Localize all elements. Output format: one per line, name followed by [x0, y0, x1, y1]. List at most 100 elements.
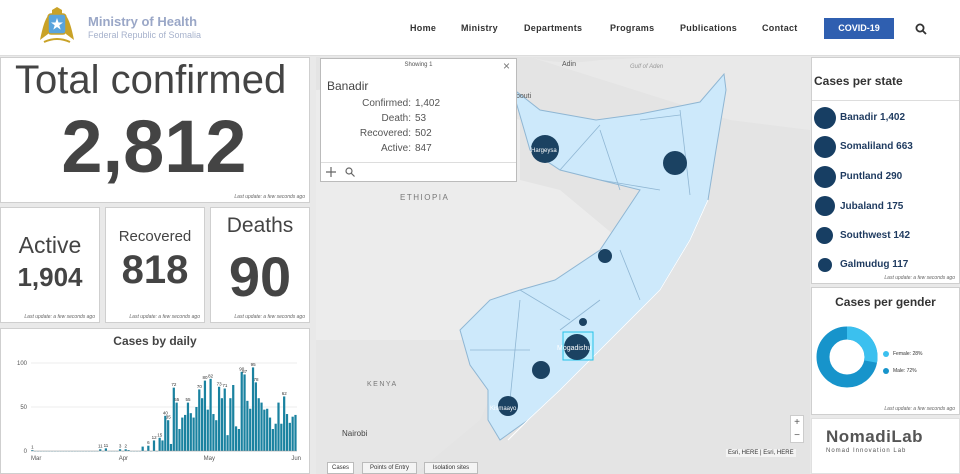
- data-label: 1: [31, 445, 34, 450]
- state-item-galmudug[interactable]: Galmudug 117: [840, 259, 908, 270]
- deaths-card: Deaths 90 Last update: a few seconds ago: [210, 207, 310, 323]
- data-label: 55: [186, 397, 192, 402]
- state-name: Southwest: [840, 230, 891, 241]
- active-card: Active 1,904 Last update: a few seconds …: [0, 207, 100, 323]
- state-name: Somaliland: [840, 141, 894, 152]
- coat-of-arms-logo[interactable]: [34, 6, 80, 48]
- chart-bar: [285, 414, 289, 451]
- gender-donut-chart[interactable]: [815, 325, 879, 389]
- nav-home[interactable]: Home: [410, 23, 437, 33]
- popup-title: Banadir: [327, 79, 369, 93]
- chart-bar: [237, 429, 241, 451]
- nav-publications[interactable]: Publications: [680, 23, 738, 33]
- cases-per-state-panel: Cases per state Last update: a few secon…: [811, 57, 960, 284]
- chart-bar: [271, 429, 274, 451]
- chart-bar: [147, 445, 150, 451]
- popup-recovered-value: 502: [415, 128, 432, 139]
- chart-bar: [283, 396, 286, 451]
- last-update-text: Last update: a few seconds ago: [884, 406, 955, 412]
- data-label: 78: [253, 377, 259, 382]
- chart-title: Cases by daily: [113, 334, 197, 348]
- chart-bar: [31, 450, 34, 451]
- popup-active-value: 847: [415, 143, 432, 154]
- covid-19-button[interactable]: COVID-19: [824, 18, 894, 39]
- pan-icon[interactable]: [326, 167, 336, 177]
- chart-bar: [268, 417, 272, 451]
- state-dot: [814, 166, 836, 188]
- close-icon[interactable]: ×: [502, 59, 510, 73]
- map-popup: Showing 1 × Banadir Confirmed: 1,402 Dea…: [320, 58, 517, 182]
- popup-confirmed-label: Confirmed:: [362, 98, 411, 109]
- data-label: 71: [222, 383, 228, 388]
- female-slice[interactable]: [816, 326, 878, 388]
- state-name: Banadir: [840, 112, 878, 123]
- state-dot: [816, 227, 833, 244]
- state-value: 142: [893, 230, 911, 241]
- search-icon[interactable]: [914, 22, 928, 36]
- chart-bar: [198, 389, 201, 451]
- chart-bar: [203, 380, 207, 451]
- nomadilab-tagline: Nomad Innovation Lab: [826, 448, 907, 454]
- zoom-out-button[interactable]: −: [794, 430, 800, 441]
- chart-bar: [206, 409, 209, 451]
- nav-contact[interactable]: Contact: [762, 23, 798, 33]
- nav-departments[interactable]: Departments: [524, 23, 583, 33]
- map-label-gulf: Gulf of Aden: [630, 64, 664, 70]
- recovered-card: Recovered 818 Last update: a few seconds…: [105, 207, 205, 323]
- x-tick-label: Mar: [31, 456, 41, 462]
- state-item-southwest[interactable]: Southwest 142: [840, 230, 910, 241]
- state-dot: [815, 196, 835, 216]
- data-label: 87: [242, 369, 248, 374]
- y-tick-label: 50: [20, 405, 27, 411]
- popup-active-label: Active:: [380, 143, 411, 154]
- zoom-to-icon[interactable]: [345, 167, 355, 177]
- data-label: 35: [166, 415, 172, 420]
- state-value: 290: [885, 171, 903, 182]
- state-item-puntland[interactable]: Puntland 290: [840, 171, 902, 182]
- x-tick-label: Jun: [291, 456, 301, 462]
- chart-bar: [212, 414, 215, 451]
- state-value: 117: [892, 259, 909, 270]
- recovered-value: 818: [121, 248, 189, 292]
- chart-bar: [184, 414, 187, 451]
- total-confirmed-title: Total confirmed: [15, 58, 287, 102]
- chart-bar: [178, 429, 181, 451]
- chart-bar: [169, 443, 173, 451]
- popup-death-label: Death:: [381, 113, 411, 124]
- recovered-label: Recovered: [118, 228, 192, 245]
- total-confirmed-panel: Total confirmed Last update: a few secon…: [0, 57, 310, 203]
- states-title: Cases per state: [814, 74, 903, 88]
- popup-death-value: 53: [415, 113, 427, 124]
- nav-ministry[interactable]: Ministry: [461, 23, 498, 33]
- state-item-jubaland[interactable]: Jubaland 175: [840, 201, 903, 212]
- brand-title[interactable]: Ministry of Health: [88, 14, 198, 29]
- popup-showing: Showing 1: [404, 62, 433, 68]
- nav-programs[interactable]: Programs: [610, 23, 655, 33]
- data-label: 90: [239, 366, 245, 371]
- chart-bar: [246, 400, 249, 451]
- chart-bar: [167, 420, 170, 451]
- map-attribution[interactable]: Esri, HERE | Esri, HERE: [726, 449, 796, 457]
- chart-bar: [266, 408, 269, 451]
- state-value: 663: [896, 141, 913, 152]
- tab-points-of-entry[interactable]: Points of Entry: [362, 462, 417, 474]
- tab-cases[interactable]: Cases: [327, 462, 354, 474]
- tab-isolation-sites[interactable]: Isolation sites: [424, 462, 478, 474]
- nomadilab-logo[interactable]: NomadiLab: [826, 427, 924, 446]
- chart-bar: [141, 446, 144, 451]
- chart-bar: [215, 420, 218, 451]
- chart-bar: [118, 449, 122, 451]
- total-confirmed-value: 2,812: [61, 105, 247, 188]
- map-label-nairobi: Nairobi: [342, 429, 368, 438]
- data-label: 15: [157, 432, 163, 437]
- state-item-somaliland[interactable]: Somaliland 663: [840, 141, 913, 152]
- popup-confirmed-value: 1,402: [415, 98, 441, 109]
- data-label: 95: [251, 362, 257, 367]
- zoom-in-button[interactable]: +: [794, 417, 800, 428]
- state-value: 175: [886, 201, 904, 212]
- state-item-banadir[interactable]: Banadir 1,402: [840, 112, 905, 123]
- chart-bar: [175, 402, 178, 451]
- data-label: 82: [208, 373, 214, 378]
- chart-bar: [209, 378, 212, 451]
